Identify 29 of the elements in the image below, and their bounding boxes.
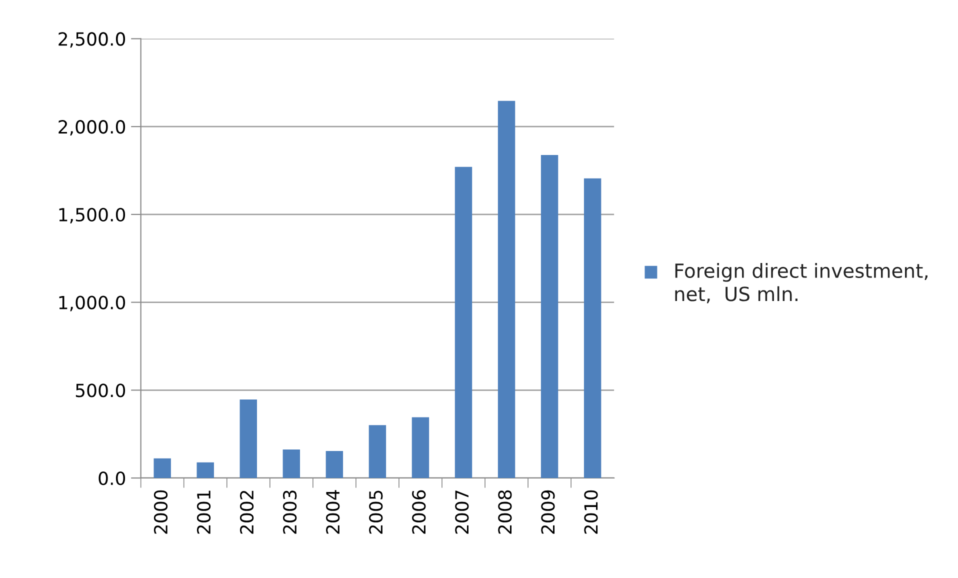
y-tick-label: 1,000.0 bbox=[59, 296, 126, 312]
y-tick-label: 2,000.0 bbox=[58, 120, 126, 136]
x-tick-label: 2002 bbox=[240, 490, 254, 534]
y-tick-label: 1,500.0 bbox=[59, 208, 126, 224]
x-tick-label: 2001 bbox=[196, 490, 211, 534]
x-tick-label: 2010 bbox=[584, 490, 598, 534]
bar bbox=[368, 425, 386, 478]
x-tick-label: 2008 bbox=[498, 490, 512, 534]
bar bbox=[282, 450, 300, 478]
y-tick-label: 0.0 bbox=[98, 471, 126, 486]
bar bbox=[498, 100, 516, 478]
y-tick-label: 2,500.0 bbox=[58, 32, 126, 48]
x-tick-label: 2006 bbox=[412, 490, 426, 534]
bar bbox=[584, 178, 602, 478]
legend-label: Foreign direct investment, net, US mln. bbox=[675, 262, 928, 304]
bar bbox=[154, 458, 171, 478]
bar bbox=[240, 399, 257, 478]
x-tick-label: 2004 bbox=[326, 490, 340, 534]
x-tick-label: 2000 bbox=[154, 490, 168, 534]
x-tick-label: 2009 bbox=[541, 490, 555, 534]
bar bbox=[196, 462, 214, 478]
x-tick-label: 2007 bbox=[455, 490, 469, 534]
x-tick-label: 2005 bbox=[369, 490, 383, 534]
bar bbox=[326, 450, 344, 478]
x-tick-label: 2003 bbox=[282, 490, 297, 534]
bar bbox=[454, 166, 472, 478]
bar bbox=[412, 417, 430, 478]
y-tick-label: 500.0 bbox=[76, 384, 126, 398]
bar bbox=[540, 155, 558, 478]
